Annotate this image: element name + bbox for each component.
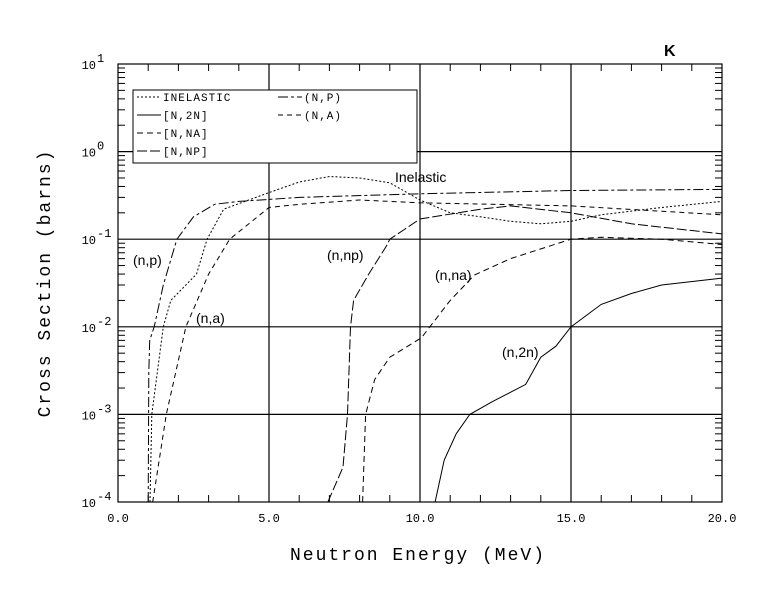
x-axis-label: Neutron Energy (MeV) bbox=[290, 546, 546, 566]
y-tick-exponent: -1 bbox=[97, 227, 111, 241]
curve-label: (n,2n) bbox=[502, 344, 539, 360]
y-tick-exponent: 0 bbox=[97, 140, 104, 154]
y-tick-exponent: -3 bbox=[97, 402, 111, 416]
series-lines bbox=[147, 175, 723, 503]
plot-frame bbox=[117, 63, 723, 503]
y-tick-base: 10 bbox=[82, 322, 96, 336]
legend-label: (N,P) bbox=[304, 93, 342, 105]
series-line-np bbox=[147, 188, 723, 503]
series-line-nna bbox=[362, 236, 723, 503]
y-tick-exponent: -2 bbox=[97, 315, 111, 329]
series-line-Inelastic bbox=[149, 175, 723, 503]
curve-labels: Inelastic (n,2n) (n,na) (n,np) (n,p) (n,a) bbox=[133, 169, 539, 360]
x-tick-label: 15.0 bbox=[557, 512, 586, 526]
y-tick-exponent: 1 bbox=[97, 52, 104, 66]
chart-title: K bbox=[664, 43, 676, 60]
legend: INELASTIC [N,2N] [N,NA] [N,NP] (N,P) (N,A) bbox=[132, 89, 418, 164]
y-tick-base: 10 bbox=[82, 234, 96, 248]
y-tick-exponent: -4 bbox=[97, 490, 111, 504]
legend-label: INELASTIC bbox=[163, 93, 231, 105]
curve-label: Inelastic bbox=[395, 169, 446, 185]
x-tick-label: 10.0 bbox=[406, 512, 435, 526]
legend-label: (N,A) bbox=[304, 111, 342, 123]
y-axis-label: Cross Section (barns) bbox=[36, 149, 56, 418]
y-tick-base: 10 bbox=[82, 59, 96, 73]
x-tick-label: 0.0 bbox=[107, 512, 129, 526]
curve-label: (n,np) bbox=[327, 247, 364, 263]
y-tick-base: 10 bbox=[82, 497, 96, 511]
x-tick-label: 5.0 bbox=[258, 512, 280, 526]
curve-label: (n,p) bbox=[133, 252, 162, 268]
y-tick-base: 10 bbox=[82, 147, 96, 161]
x-tick-label: 20.0 bbox=[708, 512, 737, 526]
legend-label: [N,NP] bbox=[163, 147, 209, 159]
series-line-n2n bbox=[434, 277, 723, 503]
series-line-na bbox=[152, 199, 723, 503]
legend-label: [N,NA] bbox=[163, 129, 209, 141]
series-line-nnp bbox=[327, 205, 723, 503]
y-tick-base: 10 bbox=[82, 409, 96, 423]
curve-label: (n,a) bbox=[196, 310, 225, 326]
legend-box bbox=[132, 89, 418, 164]
curve-label: (n,na) bbox=[435, 267, 472, 283]
legend-label: [N,2N] bbox=[163, 111, 209, 123]
